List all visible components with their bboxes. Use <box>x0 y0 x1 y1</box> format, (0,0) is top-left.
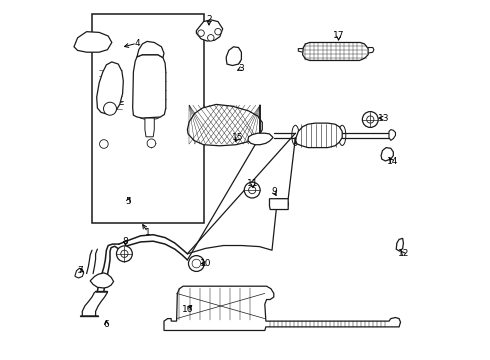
Ellipse shape <box>363 112 378 127</box>
Polygon shape <box>90 273 114 288</box>
Polygon shape <box>133 55 166 118</box>
Polygon shape <box>226 47 242 66</box>
Text: 2: 2 <box>206 15 212 24</box>
Polygon shape <box>196 20 222 41</box>
Text: 11: 11 <box>247 179 259 188</box>
Text: 8: 8 <box>122 237 128 246</box>
Text: 5: 5 <box>125 197 131 206</box>
Circle shape <box>208 35 214 41</box>
Polygon shape <box>295 123 342 148</box>
Circle shape <box>99 140 108 148</box>
Polygon shape <box>396 238 403 251</box>
Text: 7: 7 <box>77 266 83 275</box>
Polygon shape <box>75 268 84 278</box>
Polygon shape <box>97 62 123 114</box>
Polygon shape <box>74 32 112 52</box>
Text: 4: 4 <box>134 39 140 48</box>
Polygon shape <box>303 42 368 60</box>
Polygon shape <box>164 286 400 330</box>
Text: 12: 12 <box>398 249 409 258</box>
Polygon shape <box>270 199 288 210</box>
Text: 13: 13 <box>378 113 390 122</box>
Polygon shape <box>248 133 273 145</box>
Circle shape <box>215 28 221 35</box>
Text: 16: 16 <box>182 305 193 314</box>
Polygon shape <box>381 148 393 161</box>
Bar <box>92 14 204 223</box>
Polygon shape <box>187 104 262 146</box>
Text: 17: 17 <box>333 31 344 40</box>
Circle shape <box>103 102 117 115</box>
Circle shape <box>198 30 204 36</box>
Text: 10: 10 <box>200 259 212 268</box>
Text: 9: 9 <box>271 187 277 196</box>
Polygon shape <box>145 118 154 137</box>
Text: 6: 6 <box>103 320 109 329</box>
Ellipse shape <box>189 256 204 271</box>
Ellipse shape <box>245 182 260 198</box>
Text: 3: 3 <box>239 64 245 73</box>
Polygon shape <box>389 130 395 140</box>
Circle shape <box>147 139 156 148</box>
Text: 15: 15 <box>232 133 244 142</box>
Polygon shape <box>137 41 164 58</box>
Text: 1: 1 <box>145 228 151 237</box>
Text: 14: 14 <box>387 157 398 166</box>
Ellipse shape <box>117 246 132 262</box>
